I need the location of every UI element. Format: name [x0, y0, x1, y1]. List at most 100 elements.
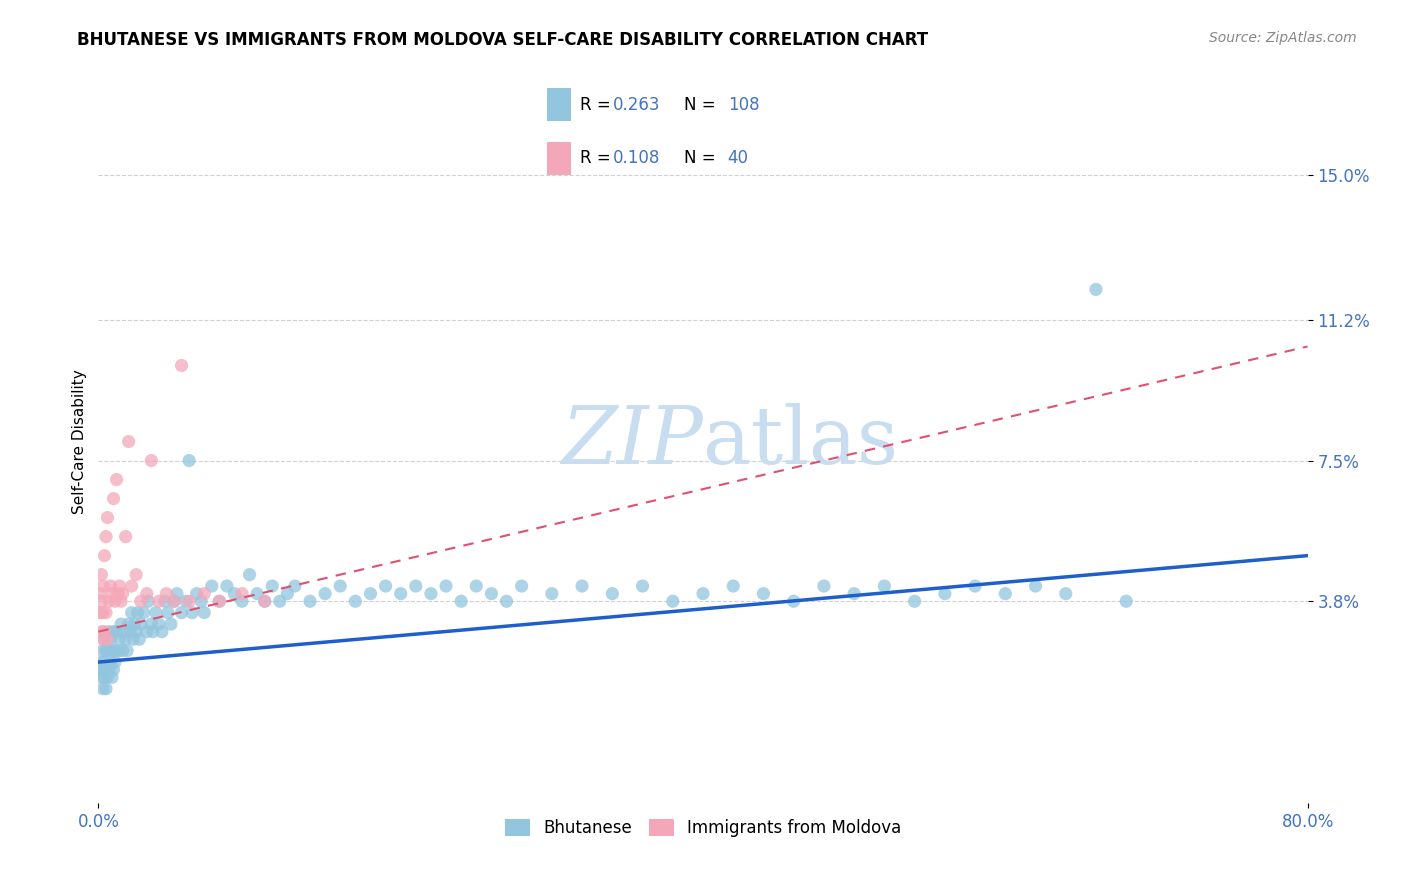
Point — [374, 579, 396, 593]
Point — [723, 579, 745, 593]
Point — [101, 587, 124, 601]
Point — [142, 624, 165, 639]
Point — [540, 587, 562, 601]
Point — [114, 632, 136, 647]
Text: BHUTANESE VS IMMIGRANTS FROM MOLDOVA SELF-CARE DISABILITY CORRELATION CHART: BHUTANESE VS IMMIGRANTS FROM MOLDOVA SEL… — [77, 31, 928, 49]
Point — [1085, 282, 1108, 296]
Point — [276, 587, 298, 601]
Point — [571, 579, 593, 593]
Point — [107, 587, 129, 601]
Point — [253, 594, 276, 608]
Point — [631, 579, 654, 593]
Text: atlas: atlas — [703, 402, 898, 481]
FancyBboxPatch shape — [547, 88, 571, 121]
Point — [94, 606, 117, 620]
Point — [90, 655, 112, 669]
Point — [148, 617, 170, 632]
Point — [121, 579, 143, 593]
Text: R =: R = — [579, 96, 616, 114]
Point — [121, 606, 143, 620]
Point — [141, 617, 163, 632]
Point — [481, 587, 503, 601]
Point — [135, 624, 157, 639]
Point — [190, 594, 212, 608]
Point — [246, 587, 269, 601]
Point — [96, 643, 118, 657]
Point — [329, 579, 352, 593]
Point — [150, 624, 173, 639]
Point — [156, 606, 179, 620]
Legend: Bhutanese, Immigrants from Moldova: Bhutanese, Immigrants from Moldova — [496, 810, 910, 845]
Point — [96, 670, 118, 684]
Point — [101, 670, 124, 684]
Point — [105, 473, 128, 487]
Point — [94, 663, 117, 677]
Text: ZIP: ZIP — [561, 403, 703, 480]
Point — [495, 594, 517, 608]
Point — [108, 579, 131, 593]
Point — [813, 579, 835, 593]
Point — [89, 663, 111, 677]
Point — [153, 594, 176, 608]
Point — [112, 624, 135, 639]
Point — [129, 617, 152, 632]
Point — [118, 434, 141, 449]
Point — [128, 632, 150, 647]
Point — [208, 594, 231, 608]
Point — [98, 594, 121, 608]
Point — [103, 663, 125, 677]
Point — [89, 606, 111, 620]
Point — [136, 594, 159, 608]
Point — [93, 655, 115, 669]
Point — [103, 624, 125, 639]
Point — [148, 594, 170, 608]
Point — [96, 510, 118, 524]
Point — [434, 579, 457, 593]
Point — [145, 606, 167, 620]
Point — [602, 587, 624, 601]
Point — [965, 579, 987, 593]
Point — [208, 594, 231, 608]
Point — [104, 594, 127, 608]
Point — [1024, 579, 1046, 593]
Point — [110, 594, 132, 608]
Point — [186, 587, 208, 601]
Text: N =: N = — [683, 96, 721, 114]
Point — [94, 643, 117, 657]
Point — [115, 643, 138, 657]
Point — [181, 606, 204, 620]
Point — [100, 655, 122, 669]
Point — [91, 643, 114, 657]
Point — [934, 587, 956, 601]
Point — [98, 624, 121, 639]
Point — [110, 617, 132, 632]
Point — [90, 670, 112, 684]
Point — [174, 594, 197, 608]
Point — [783, 594, 806, 608]
Point — [124, 617, 146, 632]
Point — [122, 632, 145, 647]
Point — [155, 587, 177, 601]
Point — [111, 587, 134, 601]
Point — [93, 624, 115, 639]
Point — [91, 681, 114, 696]
Point — [231, 594, 253, 608]
Point — [101, 643, 124, 657]
Point — [96, 632, 118, 647]
Text: 40: 40 — [728, 149, 749, 167]
Point — [193, 587, 215, 601]
Point — [125, 567, 148, 582]
Point — [111, 643, 134, 657]
Point — [510, 579, 533, 593]
Point — [132, 606, 155, 620]
Point — [465, 579, 488, 593]
Point — [179, 453, 201, 467]
Point — [420, 587, 443, 601]
Point — [89, 587, 111, 601]
Y-axis label: Self-Care Disability: Self-Care Disability — [72, 369, 87, 514]
Point — [450, 594, 472, 608]
Point — [269, 594, 291, 608]
Point — [103, 491, 125, 506]
Point — [405, 579, 427, 593]
Point — [873, 579, 896, 593]
